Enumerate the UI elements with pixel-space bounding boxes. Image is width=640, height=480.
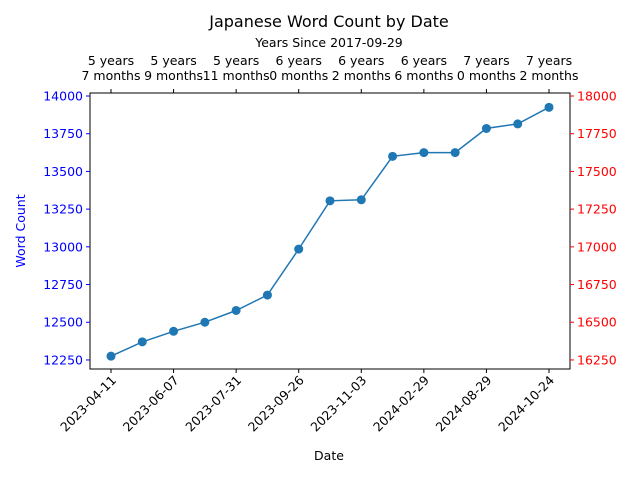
data-point (262, 290, 272, 300)
left-y-tick-label: 12250 (43, 352, 83, 367)
top-tick-label-months: 2 months (332, 68, 391, 83)
top-tick-label-months: 9 months (144, 68, 203, 83)
top-tick-label-years: 5 years (88, 53, 134, 68)
top-tick-label-years: 6 years (338, 53, 384, 68)
x-axis-label: Date (314, 448, 344, 463)
top-axis-label: Years Since 2017-09-29 (254, 35, 403, 50)
top-tick-label-months: 2 months (519, 68, 578, 83)
left-y-tick-label: 14000 (43, 89, 83, 104)
left-y-tick-label: 12750 (43, 277, 83, 292)
top-tick-label-years: 5 years (213, 53, 259, 68)
right-y-tick-label: 17250 (577, 202, 617, 217)
plot-frame (89, 92, 571, 370)
right-y-tick-label: 18000 (577, 89, 617, 104)
right-y-tick-label: 16250 (577, 352, 617, 367)
data-point (106, 351, 116, 361)
top-tick-label-years: 7 years (526, 53, 572, 68)
left-y-tick-label: 13000 (43, 239, 83, 254)
left-y-ticks: 12250 12500 12750 13000 13250 13500 13750 14000 (43, 89, 90, 367)
top-tick-label-months: 0 months (269, 68, 328, 83)
top-tick-label-years: 6 years (276, 53, 322, 68)
data-point (544, 102, 554, 112)
data-point (513, 119, 523, 129)
data-point (419, 148, 429, 158)
top-tick-label-months: 7 months (81, 68, 140, 83)
y-axis-label: Word Count (13, 194, 28, 267)
right-y-tick-label: 17750 (577, 126, 617, 141)
right-y-tick-label: 16750 (577, 277, 617, 292)
data-point (169, 326, 179, 336)
data-point (200, 317, 210, 327)
top-tick-label-months: 11 months (203, 68, 270, 83)
data-point (231, 305, 241, 315)
left-y-tick-label: 13750 (43, 126, 83, 141)
top-tick-label-years: 6 years (401, 53, 447, 68)
data-point (137, 337, 147, 347)
top-tick-label-months: 0 months (457, 68, 516, 83)
left-y-tick-label: 13500 (43, 164, 83, 179)
right-y-tick-label: 16500 (577, 315, 617, 330)
top-tick-label-months: 6 months (394, 68, 453, 83)
data-point (356, 195, 366, 205)
chart-title: Japanese Word Count by Date (208, 12, 449, 31)
data-point (450, 148, 460, 158)
axes-frame (89, 92, 571, 370)
right-y-ticks: 16250 16500 16750 17000 17250 17500 17750 18000 (570, 89, 617, 367)
top-tick-label-years: 5 years (150, 53, 196, 68)
data-point (481, 123, 491, 133)
right-y-tick-label: 17500 (577, 164, 617, 179)
data-point (294, 244, 304, 254)
data-point (388, 151, 398, 161)
data-point (325, 196, 335, 206)
top-tick-label-years: 7 years (463, 53, 509, 68)
left-y-tick-label: 13250 (43, 202, 83, 217)
left-y-tick-label: 12500 (43, 315, 83, 330)
series-word-count (106, 102, 554, 361)
right-y-tick-label: 17000 (577, 239, 617, 254)
